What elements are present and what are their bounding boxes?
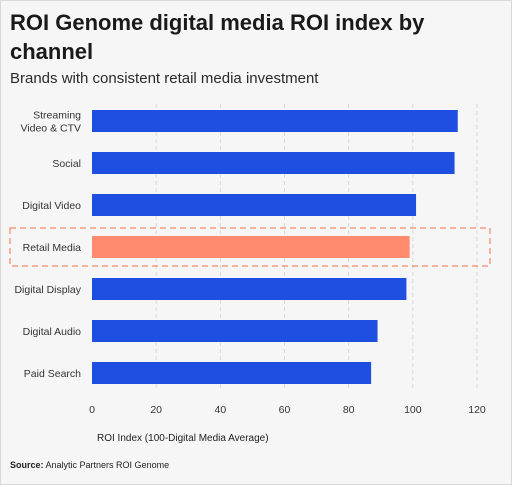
x-tick-label: 20 xyxy=(150,404,162,416)
bar-social xyxy=(92,152,455,174)
category-label: Paid Search xyxy=(24,368,81,380)
source-label: Source: xyxy=(10,460,44,470)
category-label: Digital Audio xyxy=(23,326,82,338)
x-tick-label: 0 xyxy=(89,404,95,416)
source-note: Source: Analytic Partners ROI Genome xyxy=(10,460,169,470)
x-tick-label: 60 xyxy=(279,404,291,416)
bar-streaming-video-ctv xyxy=(92,110,458,132)
category-label: Streaming Video & CTV xyxy=(20,110,81,135)
category-label: Digital Display xyxy=(14,284,81,296)
bar-digital-video xyxy=(92,194,417,216)
category-label: Social xyxy=(52,158,81,170)
x-tick-label: 120 xyxy=(468,404,486,416)
bar-digital-audio xyxy=(92,320,378,342)
x-axis-title: ROI Index (100-Digital Media Average) xyxy=(97,433,269,444)
chart-title: ROI Genome digital media ROI index by ch… xyxy=(10,10,425,64)
bar-digital-display xyxy=(92,278,407,300)
bar-paid-search xyxy=(92,362,372,384)
x-tick-label: 100 xyxy=(404,404,422,416)
source-text: Analytic Partners ROI Genome xyxy=(45,460,170,470)
highlight-box xyxy=(9,227,491,267)
bar-retail-media xyxy=(92,236,410,258)
x-tick-label: 40 xyxy=(214,404,226,416)
chart-subtitle: Brands with consistent retail media inve… xyxy=(10,70,319,87)
x-tick-label: 80 xyxy=(343,404,355,416)
category-label: Digital Video xyxy=(22,200,81,212)
category-label: Retail Media xyxy=(23,242,82,254)
